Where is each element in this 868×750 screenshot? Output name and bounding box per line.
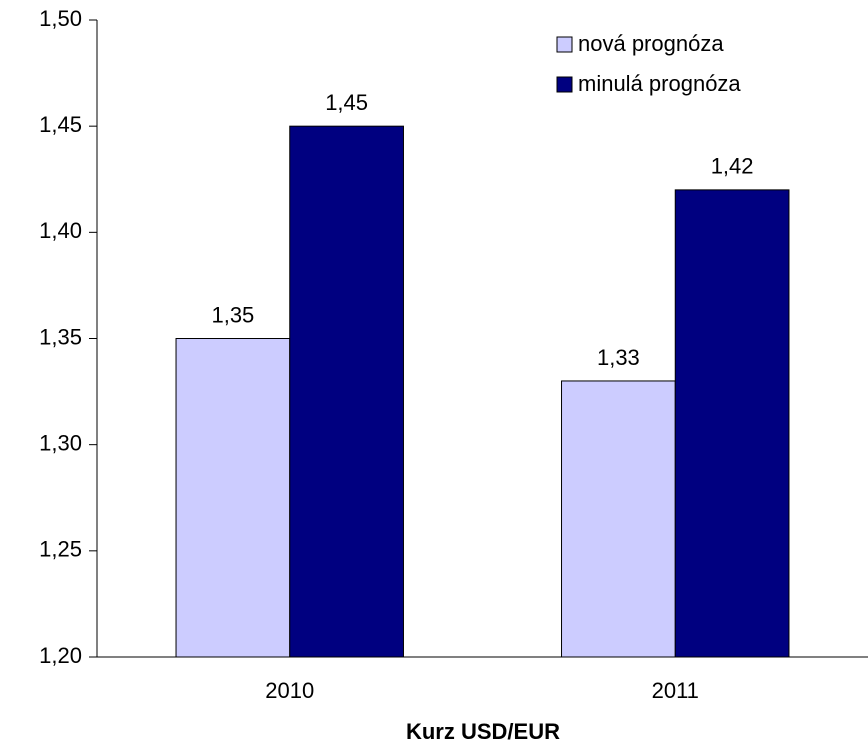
bar <box>674 189 790 658</box>
y-tick-label: 1,20 <box>39 643 82 668</box>
bar <box>561 380 676 658</box>
y-tick-label: 1,30 <box>39 430 82 455</box>
x-tick-label: 2010 <box>265 678 314 703</box>
y-tick-label: 1,25 <box>39 537 82 562</box>
y-tick-label: 1,35 <box>39 324 82 349</box>
y-tick-label: 1,40 <box>39 218 82 243</box>
data-label: 1,42 <box>711 154 754 179</box>
data-label: 1,45 <box>325 90 368 115</box>
legend-swatch <box>556 76 573 93</box>
y-tick-label: 1,45 <box>39 112 82 137</box>
legend-label: nová prognóza <box>578 31 724 56</box>
data-label: 1,33 <box>597 345 640 370</box>
legend-swatch <box>556 36 573 53</box>
bar <box>175 338 291 658</box>
x-axis-title: Kurz USD/EUR <box>406 719 560 744</box>
data-label: 1,35 <box>211 302 254 327</box>
y-tick-label: 1,50 <box>39 6 82 31</box>
x-tick-label: 2011 <box>652 678 699 703</box>
legend-label: minulá prognóza <box>578 71 741 96</box>
bar <box>289 125 404 658</box>
